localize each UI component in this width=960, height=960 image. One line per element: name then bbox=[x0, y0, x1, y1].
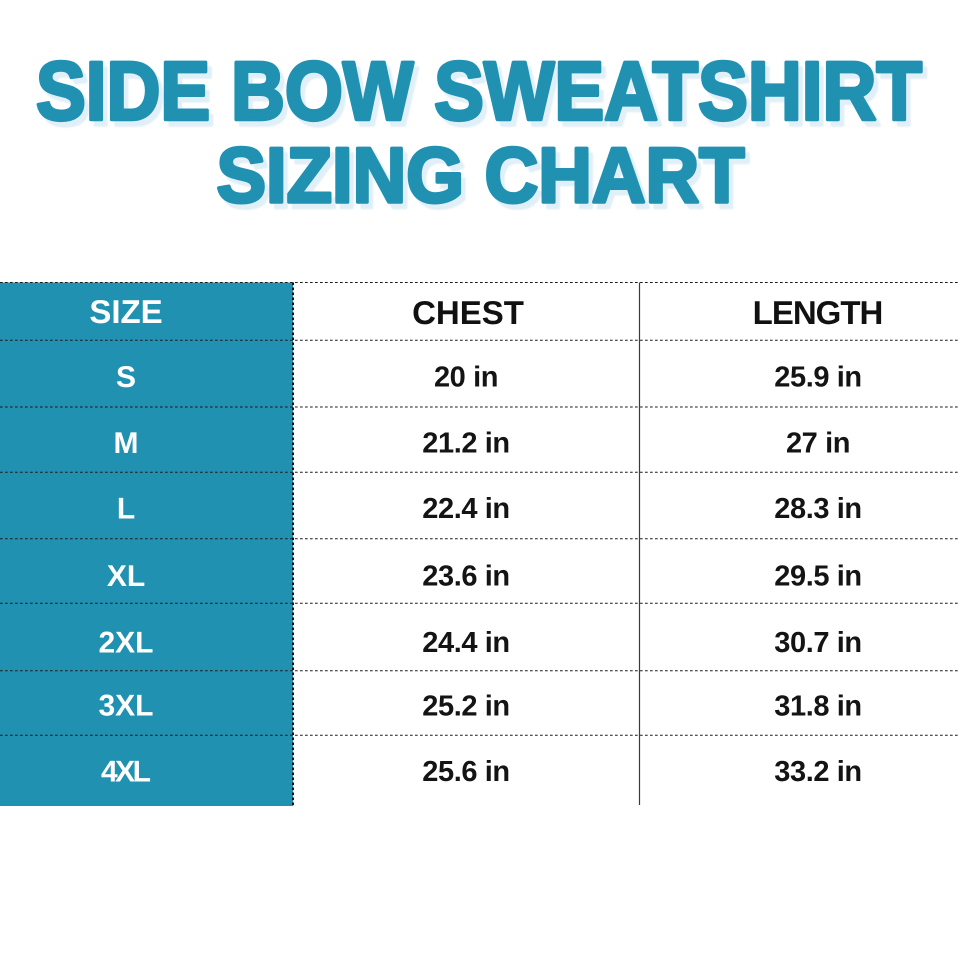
svg-text:23.6 in: 23.6 in bbox=[422, 561, 509, 593]
svg-text:31.8 in: 31.8 in bbox=[774, 691, 861, 723]
svg-text:30.7 in: 30.7 in bbox=[774, 627, 861, 659]
svg-text:SIZE: SIZE bbox=[89, 293, 162, 330]
svg-text:27 in: 27 in bbox=[786, 427, 850, 459]
svg-text:28.3 in: 28.3 in bbox=[774, 493, 861, 525]
svg-text:SIZING CHART: SIZING CHART bbox=[217, 131, 745, 219]
svg-text:XL: XL bbox=[107, 560, 145, 593]
svg-text:25.2 in: 25.2 in bbox=[422, 691, 509, 723]
svg-text:SIDE BOW SWEATSHIRT: SIDE BOW SWEATSHIRT bbox=[41, 50, 927, 143]
svg-text:4XL: 4XL bbox=[101, 756, 151, 789]
svg-text:3XL: 3XL bbox=[98, 690, 153, 723]
svg-text:25.6 in: 25.6 in bbox=[422, 756, 509, 788]
svg-text:LENGTH: LENGTH bbox=[753, 294, 883, 331]
svg-text:33.2 in: 33.2 in bbox=[774, 756, 861, 788]
svg-text:21.2 in: 21.2 in bbox=[422, 427, 509, 459]
svg-text:SIDE BOW SWEATSHIRT: SIDE BOW SWEATSHIRT bbox=[36, 45, 922, 138]
svg-text:25.9 in: 25.9 in bbox=[774, 362, 861, 394]
svg-text:L: L bbox=[117, 493, 135, 526]
svg-text:2XL: 2XL bbox=[98, 626, 153, 659]
svg-text:S: S bbox=[116, 361, 136, 394]
svg-text:M: M bbox=[114, 427, 139, 460]
svg-text:SIZING CHART: SIZING CHART bbox=[221, 137, 749, 225]
svg-text:24.4 in: 24.4 in bbox=[422, 627, 509, 659]
svg-text:22.4 in: 22.4 in bbox=[422, 493, 509, 525]
svg-text:29.5 in: 29.5 in bbox=[774, 561, 861, 593]
svg-text:CHEST: CHEST bbox=[412, 294, 524, 331]
svg-text:20 in: 20 in bbox=[434, 362, 498, 394]
